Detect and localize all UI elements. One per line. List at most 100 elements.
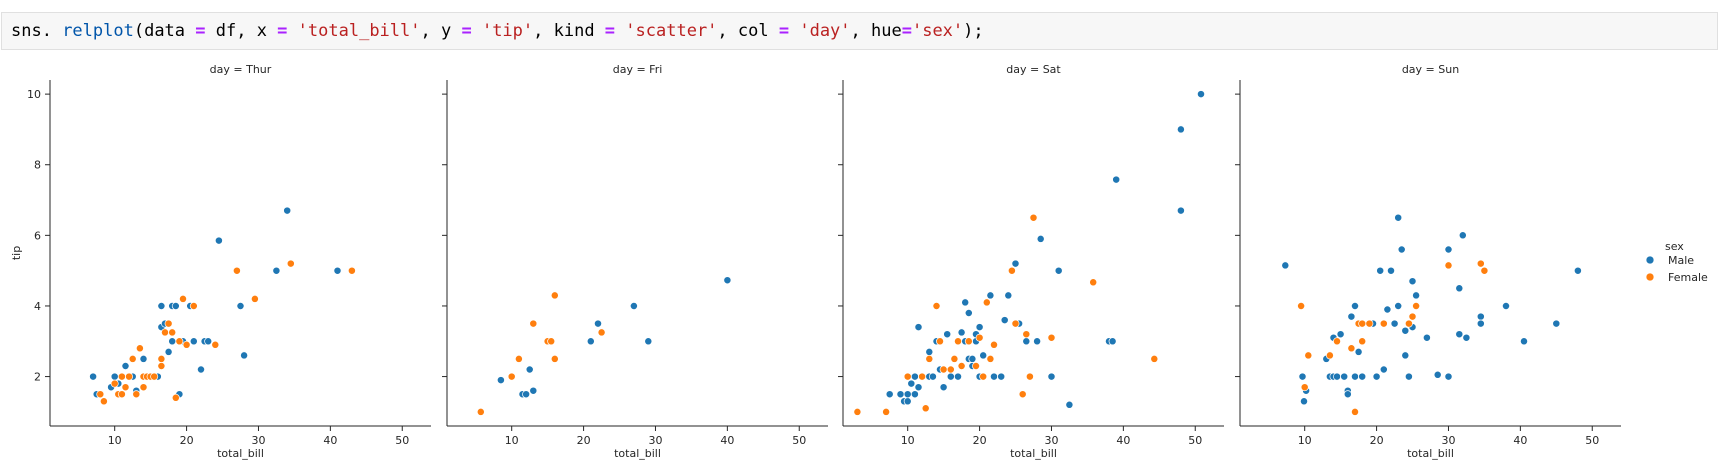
data-point: [1552, 319, 1561, 328]
data-point: [99, 397, 108, 406]
data-point: [972, 362, 980, 370]
data-point: [1458, 231, 1467, 240]
x-tick-label: 10: [1298, 434, 1312, 447]
data-point: [550, 291, 559, 300]
data-point: [1480, 266, 1489, 275]
data-point: [1336, 330, 1345, 339]
data-point: [1444, 261, 1453, 270]
data-point: [1029, 213, 1038, 222]
y-axis-label: tip: [10, 246, 23, 260]
data-point: [1304, 351, 1313, 360]
code-cell[interactable]: sns. relplot(data = df, x = 'total_bill'…: [1, 12, 1718, 50]
code-token: 'scatter': [625, 21, 718, 41]
x-tick-label: 40: [323, 434, 337, 447]
code-token: [615, 21, 625, 41]
data-point: [1462, 333, 1471, 342]
data-point: [1025, 372, 1034, 381]
data-point: [232, 266, 241, 275]
data-point: [939, 383, 948, 392]
code-line: sns. relplot(data = df, x = 'total_bill'…: [11, 21, 984, 41]
data-point: [1343, 390, 1352, 399]
data-point: [175, 337, 184, 346]
data-point: [211, 340, 220, 349]
x-tick-label: 10: [505, 434, 519, 447]
data-point: [990, 340, 998, 349]
code-token: 'sex': [911, 21, 964, 41]
data-point: [135, 344, 144, 353]
data-point: [240, 351, 249, 360]
data-point: [1011, 319, 1020, 328]
facet-title: day = Sat: [1006, 63, 1061, 76]
code-token: =: [901, 21, 912, 41]
data-point: [214, 236, 223, 245]
data-point: [1333, 337, 1341, 346]
data-point: [1390, 319, 1399, 328]
data-point: [1000, 316, 1009, 325]
code-token: =: [195, 21, 206, 41]
data-point: [1408, 312, 1417, 321]
data-point: [1281, 261, 1290, 270]
data-point: [139, 354, 148, 363]
x-axis-label: total_bill: [1010, 447, 1057, 460]
data-point: [1007, 266, 1016, 275]
data-point: [121, 362, 130, 370]
data-point: [1089, 278, 1098, 287]
data-point: [925, 347, 934, 356]
code-token: [789, 21, 799, 41]
data-point: [128, 354, 137, 363]
code-token: sns.: [11, 21, 63, 41]
data-point: [525, 365, 534, 374]
data-point: [928, 372, 937, 381]
code-token: , y: [420, 21, 462, 41]
data-point: [182, 340, 191, 349]
data-point: [1358, 372, 1367, 381]
data-point: [1004, 291, 1013, 300]
data-point: [89, 372, 98, 381]
data-point: [110, 379, 119, 388]
x-tick-label: 30: [648, 434, 662, 447]
data-point: [957, 362, 966, 370]
data-point: [936, 337, 944, 346]
data-point: [1401, 351, 1410, 360]
data-point: [990, 372, 998, 381]
data-point: [1365, 319, 1374, 328]
x-tick-label: 20: [180, 434, 194, 447]
code-token: );: [963, 21, 984, 41]
data-point: [1383, 305, 1392, 314]
data-point: [1433, 370, 1442, 379]
data-point: [1022, 337, 1031, 346]
data-point: [164, 319, 173, 328]
data-point: [204, 337, 213, 346]
facet-panel: day = Sat 10 20 30 40 50 total_bill: [838, 63, 1224, 460]
data-point: [907, 379, 916, 388]
data-point: [1018, 390, 1027, 399]
data-point: [1358, 337, 1367, 346]
y-tick-label: 2: [34, 371, 41, 384]
data-point: [514, 354, 523, 363]
x-tick-label: 50: [792, 434, 806, 447]
data-point: [1573, 266, 1582, 275]
data-point: [932, 302, 941, 310]
data-point: [975, 333, 984, 342]
data-point: [997, 372, 1006, 381]
data-point: [125, 372, 134, 381]
x-tick-label: 20: [1370, 434, 1384, 447]
data-point: [1150, 354, 1159, 363]
data-point: [1412, 291, 1421, 300]
x-tick-label: 20: [577, 434, 591, 447]
data-point: [1358, 319, 1367, 328]
data-point: [986, 354, 995, 363]
data-point: [1455, 330, 1464, 339]
data-point: [132, 390, 141, 399]
data-point: [1444, 372, 1453, 381]
x-axis-label: total_bill: [1407, 447, 1454, 460]
data-point: [157, 302, 166, 310]
data-point: [946, 365, 955, 374]
code-token: , col: [717, 21, 779, 41]
x-axis-label: total_bill: [217, 447, 264, 460]
data-point: [1394, 302, 1403, 310]
code-token: 'tip': [481, 21, 534, 41]
legend-marker: [1645, 272, 1655, 282]
data-point: [1394, 213, 1403, 222]
data-point: [1340, 372, 1349, 381]
